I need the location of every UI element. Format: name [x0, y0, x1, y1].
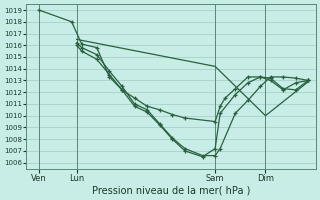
- X-axis label: Pression niveau de la mer( hPa ): Pression niveau de la mer( hPa ): [92, 186, 250, 196]
